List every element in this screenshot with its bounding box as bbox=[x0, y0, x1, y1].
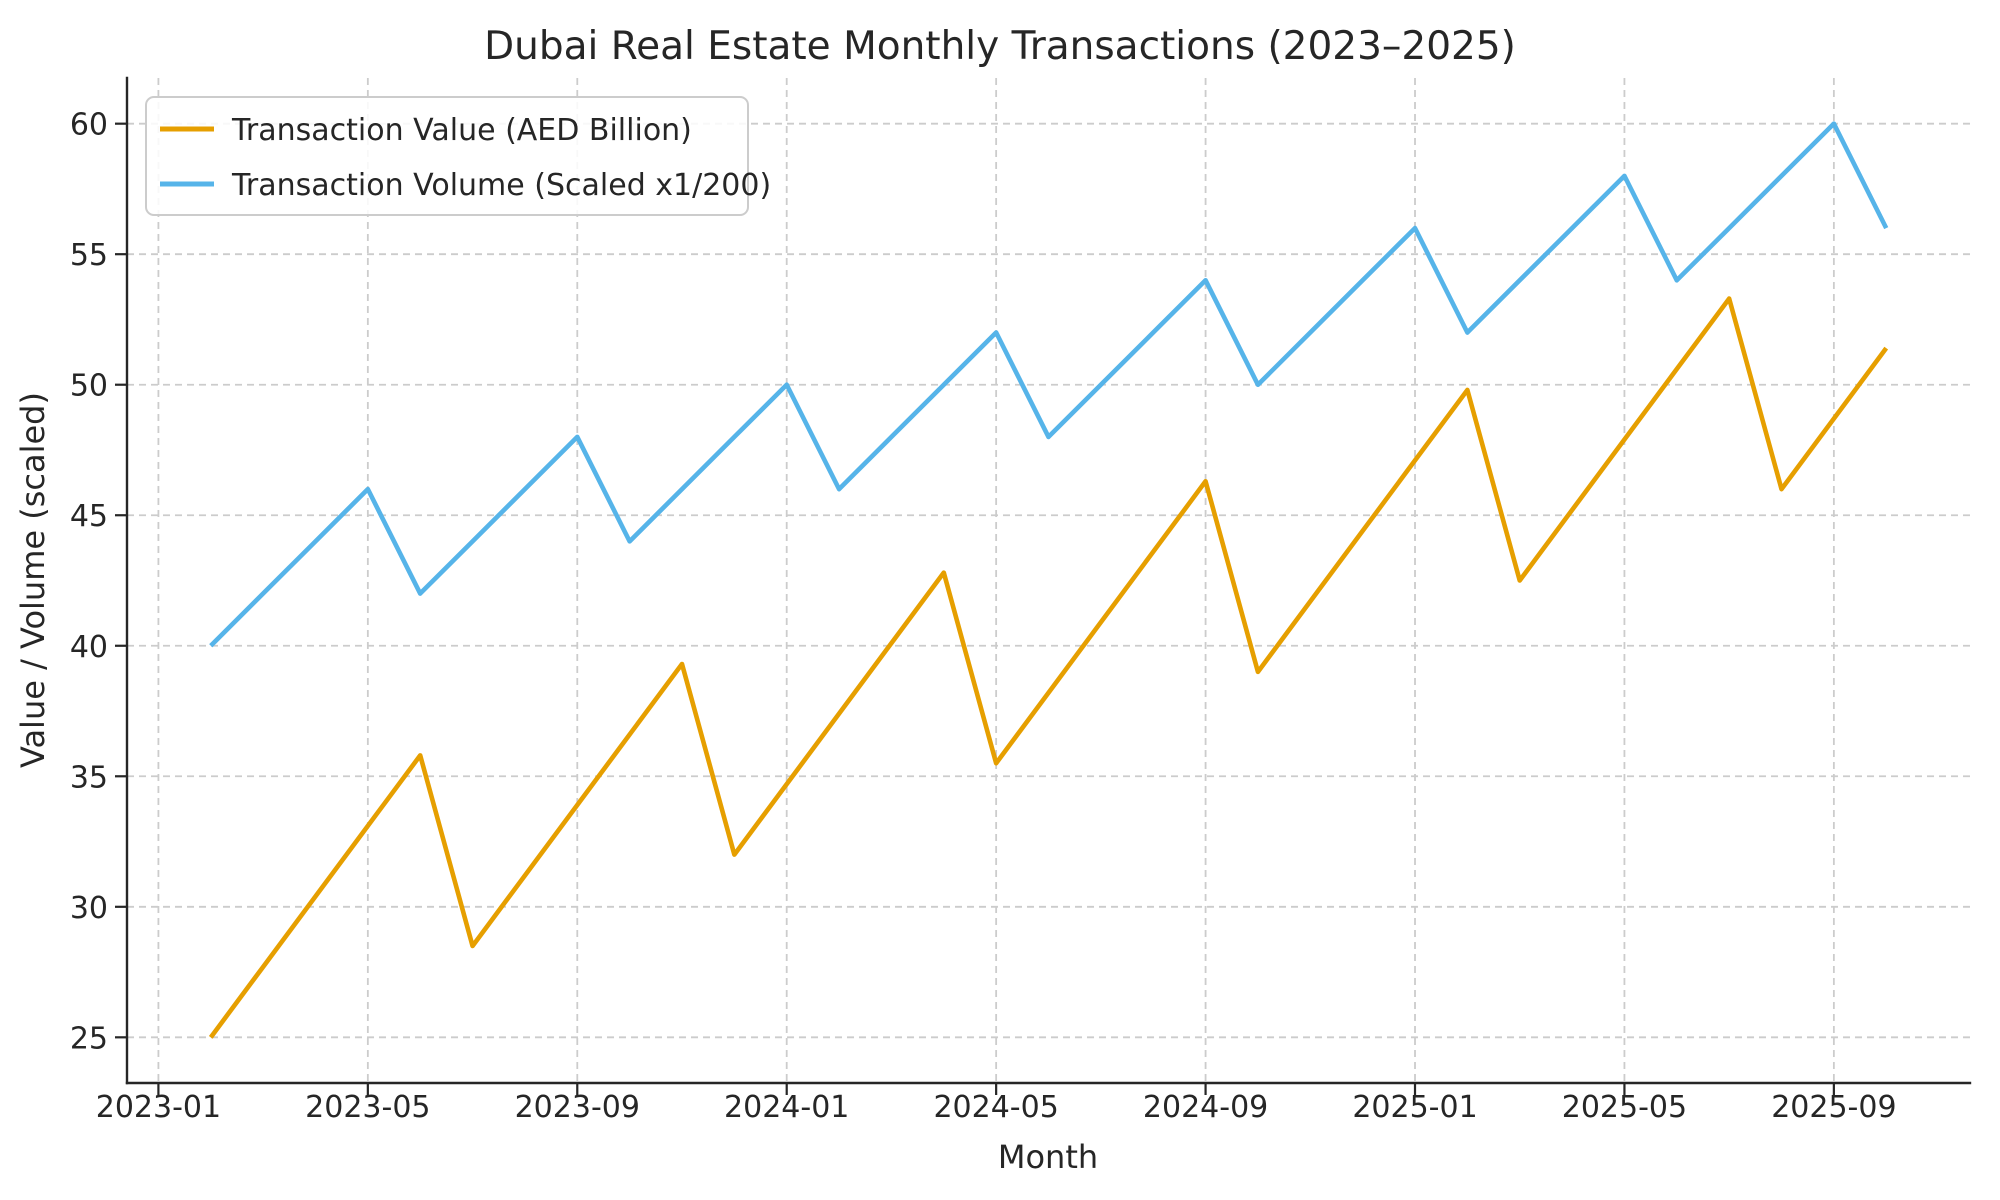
x-axis-label: Month bbox=[998, 1138, 1098, 1176]
y-tick-label: 40 bbox=[70, 630, 108, 665]
y-tick-label: 25 bbox=[70, 1021, 108, 1056]
axes: 25 30 35 40 45 50 55 60 2023-01 2023-05 2023-09 202… bbox=[70, 76, 1972, 1125]
y-tick-label: 30 bbox=[70, 891, 108, 926]
legend-label-transaction-value: Transaction Value (AED Billion) bbox=[231, 113, 692, 148]
transaction-volume-line bbox=[209, 121, 1889, 648]
transaction-value-line bbox=[208, 296, 1889, 1039]
series-lines bbox=[208, 121, 1889, 1039]
legend-label-transaction-volume: Transaction Volume (Scaled x1/200) bbox=[231, 168, 771, 203]
x-tick-label: 2024-09 bbox=[1143, 1090, 1268, 1125]
x-tick-label: 2025-01 bbox=[1352, 1090, 1477, 1125]
y-tick-label: 35 bbox=[70, 760, 108, 795]
y-tick-label: 45 bbox=[70, 499, 108, 534]
legend: Transaction Value (AED Billion) Transact… bbox=[145, 96, 771, 216]
x-tick-label: 2025-09 bbox=[1771, 1090, 1896, 1125]
y-tick-label: 55 bbox=[70, 238, 108, 273]
x-tick-label: 2023-01 bbox=[96, 1090, 221, 1125]
y-tick-label: 60 bbox=[70, 108, 108, 143]
x-tick-label: 2023-05 bbox=[305, 1090, 430, 1125]
x-tick-label: 2025-05 bbox=[1562, 1090, 1687, 1125]
chart-title: Dubai Real Estate Monthly Transactions (… bbox=[484, 24, 1516, 69]
legend-box bbox=[145, 96, 749, 216]
x-tick-label: 2024-01 bbox=[724, 1090, 849, 1125]
y-axis-label: Value / Volume (scaled) bbox=[14, 392, 52, 768]
x-tick-label: 2023-09 bbox=[515, 1090, 640, 1125]
y-tick-label: 50 bbox=[70, 369, 108, 404]
x-tick-label: 2024-05 bbox=[933, 1090, 1058, 1125]
gridlines bbox=[127, 78, 1970, 1083]
